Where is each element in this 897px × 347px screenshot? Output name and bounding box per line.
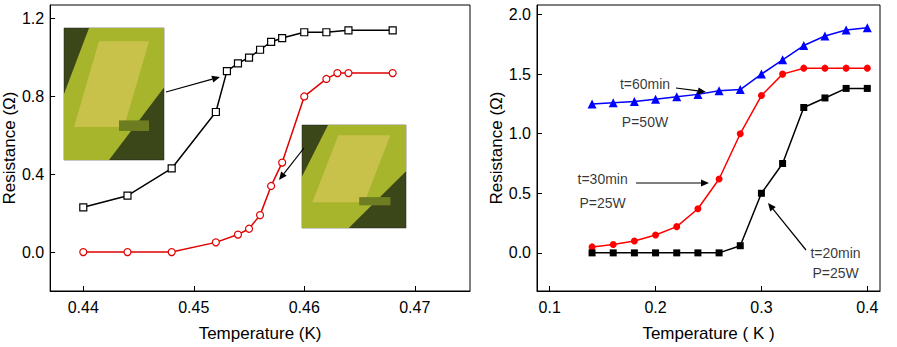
svg-text:0.1: 0.1 — [539, 299, 561, 316]
svg-text:1.5: 1.5 — [509, 66, 531, 83]
svg-text:0.45: 0.45 — [178, 299, 209, 316]
svg-text:1.0: 1.0 — [509, 125, 531, 142]
svg-text:0.0: 0.0 — [22, 244, 44, 261]
svg-text:2.0: 2.0 — [509, 6, 531, 23]
svg-text:Temperature (K): Temperature (K) — [199, 324, 322, 343]
svg-text:0.8: 0.8 — [22, 88, 44, 105]
svg-text:1.2: 1.2 — [22, 10, 44, 27]
svg-text:0.4: 0.4 — [22, 166, 44, 183]
svg-text:P=25W: P=25W — [812, 265, 859, 281]
svg-text:t=60min: t=60min — [620, 76, 670, 92]
svg-text:Resistance (Ω): Resistance (Ω) — [487, 92, 506, 205]
svg-text:0.5: 0.5 — [509, 185, 531, 202]
svg-text:P=50W: P=50W — [622, 114, 669, 130]
svg-text:Resistance (Ω): Resistance (Ω) — [0, 92, 19, 205]
svg-text:P=25W: P=25W — [579, 195, 626, 211]
svg-text:Temperature ( K ): Temperature ( K ) — [642, 324, 774, 343]
svg-text:t=20min: t=20min — [810, 245, 860, 261]
svg-text:0.3: 0.3 — [750, 299, 772, 316]
svg-text:0.44: 0.44 — [68, 299, 99, 316]
svg-text:0.4: 0.4 — [856, 299, 878, 316]
svg-text:0.47: 0.47 — [399, 299, 430, 316]
svg-text:0.46: 0.46 — [289, 299, 320, 316]
svg-text:0.2: 0.2 — [644, 299, 666, 316]
svg-text:0.0: 0.0 — [509, 244, 531, 261]
svg-text:t=30min: t=30min — [578, 171, 628, 187]
